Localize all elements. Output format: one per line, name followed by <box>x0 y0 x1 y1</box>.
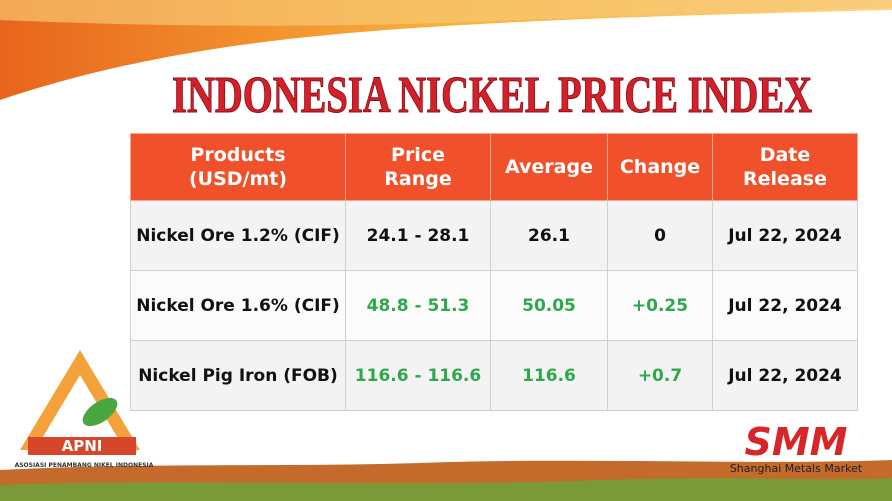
table-cell: Nickel Ore 1.2% (CIF) <box>130 200 346 271</box>
header-row: Products (USD/mt) Price Range Average Change D… <box>130 133 858 201</box>
logo-apni-full: ASOSIASI PENAMBANG NIKEL INDONESIA <box>15 462 154 469</box>
table-cell: Nickel Ore 1.6% (CIF) <box>130 270 346 341</box>
table-cell: 50.05 <box>490 270 608 341</box>
table-cell: Jul 22, 2024 <box>712 200 858 271</box>
logo-smm: SMM <box>745 420 848 464</box>
top-swoosh-light <box>0 0 892 26</box>
table-row: Nickel Pig Iron (FOB) 116.6 - 116.6 116.6 +… <box>130 340 858 411</box>
table-row: Nickel Ore 1.2% (CIF) 24.1 - 28.1 26.1 0 Jul… <box>130 200 858 271</box>
header-line: Release <box>743 168 827 190</box>
table-cell: 48.8 - 51.3 <box>345 270 491 341</box>
table-cell: +0.7 <box>607 340 713 411</box>
header-line: Products <box>190 144 286 166</box>
header-line: Range <box>384 168 452 190</box>
table-cell: 116.6 - 116.6 <box>345 340 491 411</box>
table-cell: Jul 22, 2024 <box>712 270 858 341</box>
table-cell: +0.25 <box>607 270 713 341</box>
header-line: Average <box>505 156 593 178</box>
header-line: Date <box>759 144 811 166</box>
header-line: Price <box>391 144 445 166</box>
header-cell: Price Range <box>345 133 491 201</box>
table-cell: 116.6 <box>490 340 608 411</box>
header-line: (USD/mt) <box>188 168 288 190</box>
table-cell: Jul 22, 2024 <box>712 340 858 411</box>
table-cell: 26.1 <box>490 200 608 271</box>
table-cell: 0 <box>607 200 713 271</box>
logo-bar <box>28 437 136 455</box>
header-cell: Date Release <box>712 133 858 201</box>
header-cell: Products (USD/mt) <box>130 133 346 201</box>
table-cell: 24.1 - 28.1 <box>345 200 491 271</box>
header-cell: Change <box>607 133 713 201</box>
header-line: Change <box>619 156 701 178</box>
bottom-foliage <box>0 478 892 501</box>
table-row: Nickel Ore 1.6% (CIF) 48.8 - 51.3 50.05 +0.… <box>130 270 858 341</box>
price-table: Products (USD/mt) Price Range Average Change D… <box>130 133 858 411</box>
logo-apni: APNI <box>62 437 103 455</box>
header-cell: Average <box>490 133 608 201</box>
logo-triangle-inner <box>38 375 122 445</box>
logo-smm-full: Shanghai Metals Market <box>730 462 863 475</box>
table-cell: Nickel Pig Iron (FOB) <box>130 340 346 411</box>
title: INDONESIA NICKEL PRICE INDEX <box>172 67 812 124</box>
apni-logo: APNI ASOSIASI PENAMBANG NIKEL INDONESIA <box>15 350 154 469</box>
logo-leaf <box>82 397 118 427</box>
smm-logo: SMM Shanghai Metals Market <box>730 420 863 475</box>
